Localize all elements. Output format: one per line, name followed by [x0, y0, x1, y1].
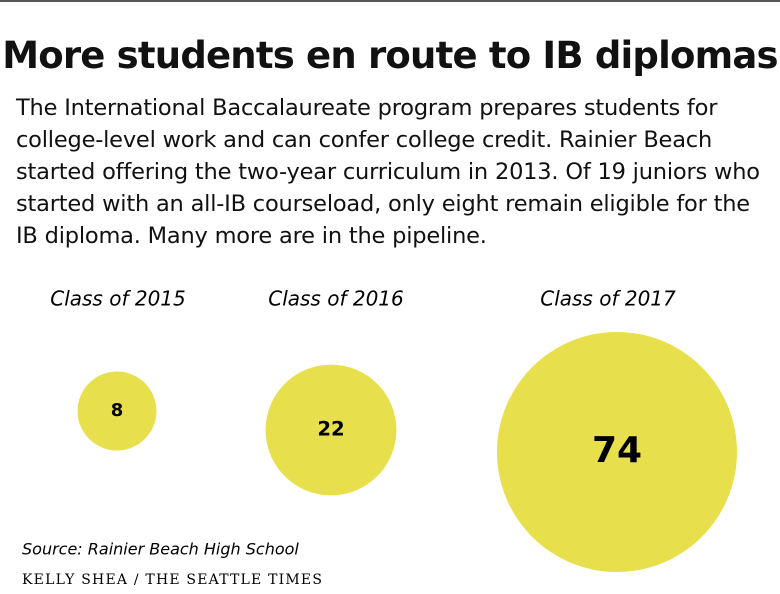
chart-title: More students en route to IB diplomas — [2, 34, 778, 77]
bubble — [497, 332, 737, 572]
value-label: 8 — [111, 400, 124, 421]
source: Source: Rainier Beach High School — [22, 540, 299, 559]
top-rule — [0, 0, 780, 2]
category-label: Class of 2016 — [268, 287, 404, 311]
bubble — [77, 371, 157, 451]
chart-subtitle: The International Baccalaureate program … — [16, 95, 760, 249]
category-label: Class of 2015 — [50, 287, 186, 311]
credit: KELLY SHEA / THE SEATTLE TIMES — [22, 572, 323, 588]
category-label: Class of 2017 — [540, 287, 676, 311]
value-label: 74 — [592, 430, 642, 471]
value-label: 22 — [317, 418, 344, 441]
bubble — [265, 364, 397, 496]
